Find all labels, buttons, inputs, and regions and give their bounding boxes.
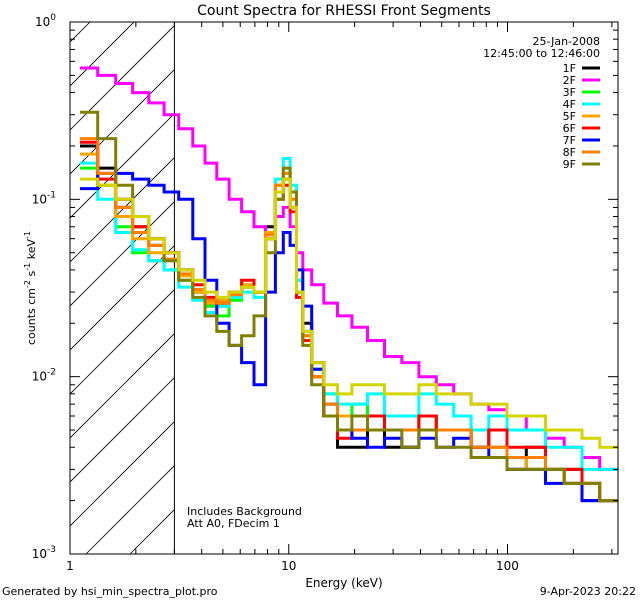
series-line-4f <box>80 157 618 471</box>
x-axis-label: Energy (keV) <box>305 576 382 590</box>
hatch-line <box>70 25 175 131</box>
y-tick-label: 10-2 <box>32 368 56 384</box>
hatch-line <box>70 113 175 219</box>
hatch-line <box>70 157 175 263</box>
footer-timestamp: 9-Apr-2023 20:22 <box>540 585 636 598</box>
y-tick-label: 10-1 <box>32 190 56 206</box>
legend-label: 7F <box>563 134 576 147</box>
y-tick-label: 100 <box>35 13 56 29</box>
legend-label: 3F <box>563 86 576 99</box>
legend-label: 4F <box>563 98 576 111</box>
hatch-line <box>70 22 135 87</box>
hatch-line <box>70 69 175 175</box>
y-tick-label: 10-3 <box>32 545 56 561</box>
date-label: 25-Jan-2008 <box>533 35 601 48</box>
chart-title: Count Spectra for RHESSI Front Segments <box>197 3 491 19</box>
hatch-line <box>70 333 175 439</box>
legend-label: 5F <box>563 110 576 123</box>
legend-label: 8F <box>563 146 576 159</box>
series-line-2f <box>80 66 618 471</box>
plot-frame <box>69 21 619 555</box>
series-line-extra <box>80 177 618 449</box>
legend-label: 6F <box>563 122 576 135</box>
time-range-label: 12:45:00 to 12:46:00 <box>483 47 600 60</box>
x-tick-label: 100 <box>496 559 519 573</box>
series-line-7f <box>80 171 618 503</box>
hatch-line <box>70 22 91 43</box>
annotation-attenuator: Att A0, FDecim 1 <box>187 517 280 530</box>
y-axis-label: counts cm-2 s-1 keV-1 <box>23 231 38 345</box>
series-line-9f <box>80 110 618 503</box>
series-line-3f <box>80 166 618 503</box>
x-tick-label: 1 <box>66 559 74 573</box>
hatch-line <box>70 377 175 483</box>
annotation-background: Includes Background <box>187 505 302 518</box>
legend-label: 9F <box>563 158 576 171</box>
series-layer <box>80 66 618 503</box>
hatch-line <box>70 201 175 307</box>
x-tick-label: 10 <box>281 559 296 573</box>
footer-generator: Generated by hsi_min_spectra_plot.pro <box>2 585 218 598</box>
hatch-line <box>70 289 175 395</box>
legend-label: 2F <box>563 74 576 87</box>
legend-label: 1F <box>563 62 576 75</box>
hatch-line <box>0 0 114 554</box>
hatch-line <box>70 421 175 527</box>
